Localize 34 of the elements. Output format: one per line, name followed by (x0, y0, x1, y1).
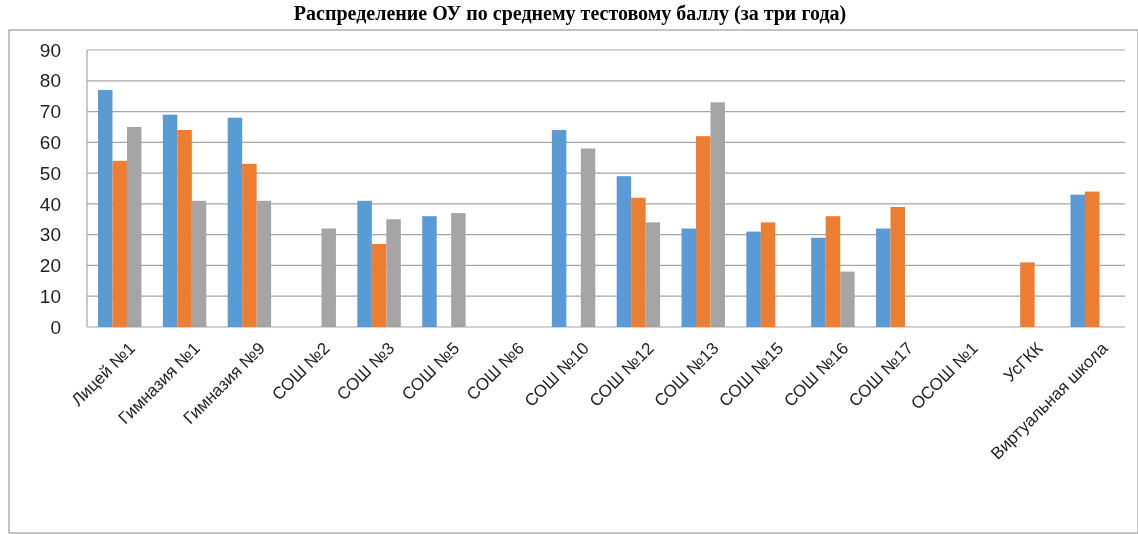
y-tick-label: 90 (39, 39, 61, 61)
y-tick-label: 50 (39, 162, 61, 184)
bar (825, 216, 841, 327)
bar (696, 136, 711, 327)
bar (227, 117, 243, 327)
bar (1085, 191, 1100, 327)
y-tick-label: 60 (39, 131, 61, 153)
bar (681, 228, 697, 327)
y-tick-label: 20 (39, 255, 61, 277)
bar (890, 206, 905, 327)
bar (1020, 262, 1035, 327)
bar (422, 216, 437, 327)
bar (112, 160, 127, 327)
bar (177, 130, 192, 327)
bar (162, 114, 178, 327)
y-tick-label: 40 (39, 193, 61, 215)
y-tick-label: 30 (39, 224, 61, 246)
bar (876, 228, 891, 327)
bar (746, 231, 761, 327)
y-tick-label: 70 (39, 101, 61, 123)
y-tick-label: 10 (39, 285, 61, 307)
bar (1070, 194, 1086, 327)
bar (242, 163, 257, 327)
chart-title: Распределение ОУ по среднему тестовому баллу (за три года) (293, 2, 847, 25)
bar (631, 197, 646, 327)
bar (357, 200, 372, 327)
bar (371, 243, 387, 327)
y-tick-label: 80 (39, 70, 61, 92)
bar (98, 90, 113, 327)
bar (616, 176, 632, 327)
bar (760, 222, 776, 327)
bar (551, 130, 567, 327)
y-tick-label: 0 (50, 316, 61, 338)
bar (811, 237, 826, 327)
